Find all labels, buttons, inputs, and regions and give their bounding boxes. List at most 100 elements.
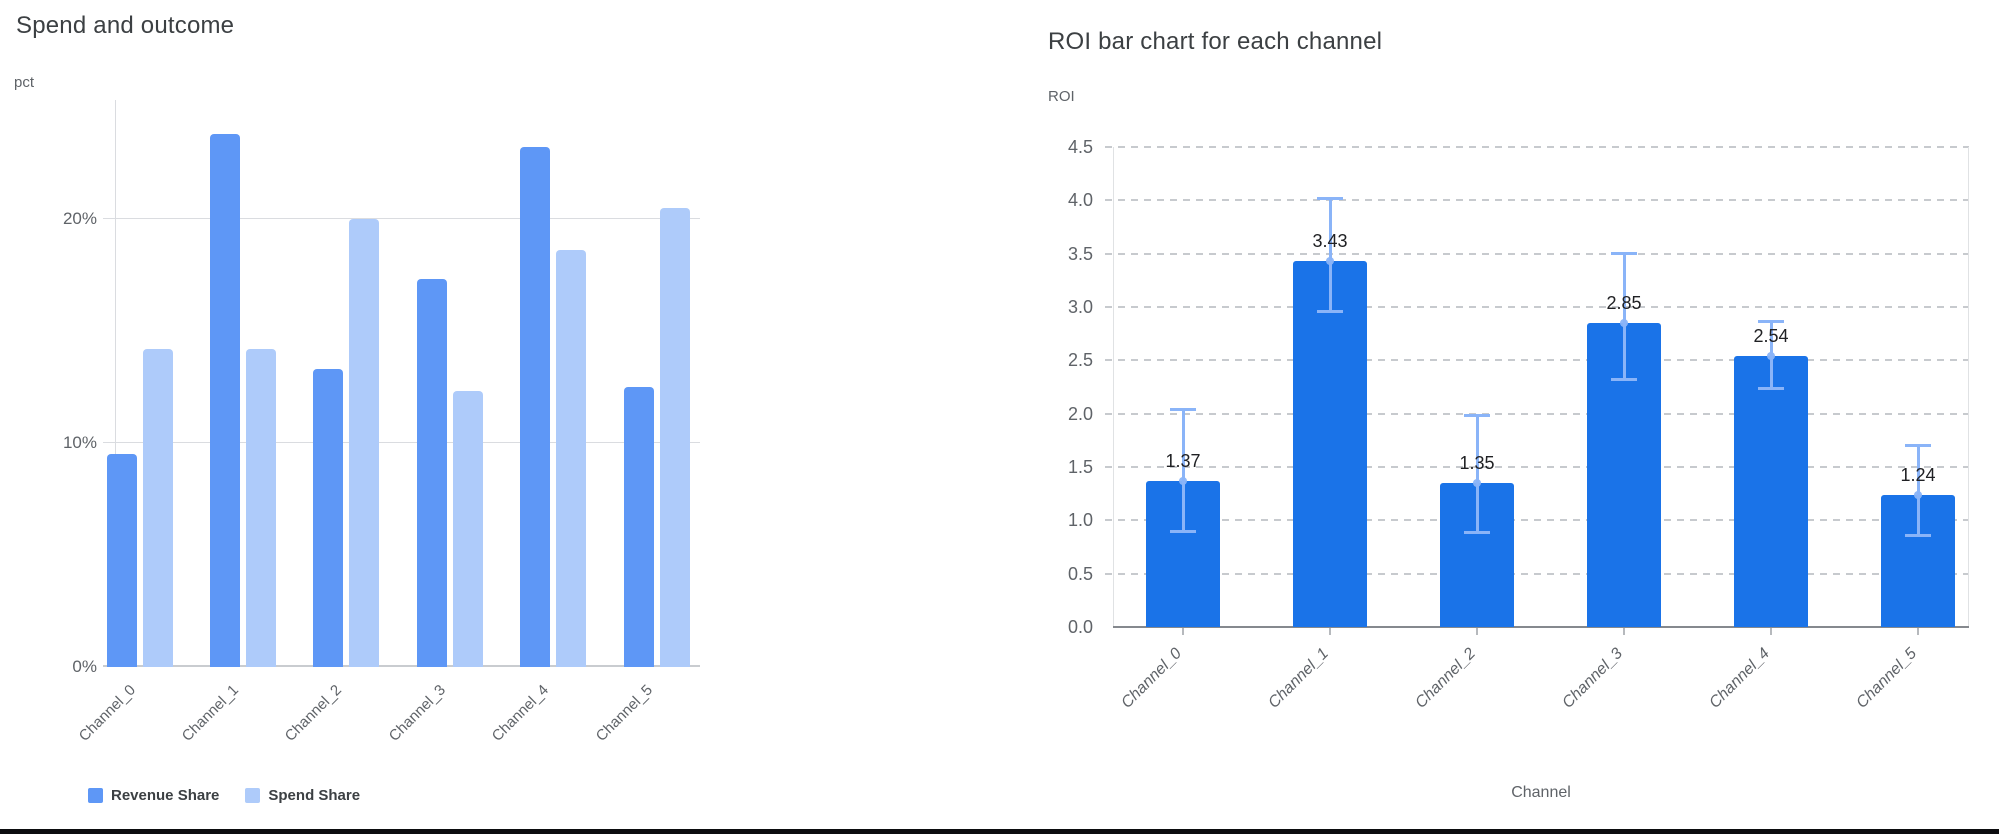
y-axis-tick-label: 3.0 xyxy=(1067,297,1093,317)
spend-share-bar xyxy=(245,348,276,667)
y-axis-tick-label: 20% xyxy=(62,208,97,228)
x-axis-tick-label: Channel_3 xyxy=(1559,645,1627,712)
right-plot-area: 0.0 0.5 1.0 1.5 2.0 2.5 3.0 3.5 4.0 4.5 1.37 Channe… xyxy=(1068,137,1969,712)
gridline-dashed xyxy=(1105,412,1969,415)
legend-item-revenue-share: Revenue Share xyxy=(88,787,219,804)
error-bar-marker xyxy=(1326,257,1334,266)
gridline-dashed xyxy=(1105,146,1969,148)
gridline-dashed xyxy=(1105,519,1969,522)
gridline xyxy=(103,442,700,444)
spend-share-bar xyxy=(556,250,587,667)
error-bar-marker xyxy=(1914,490,1922,499)
error-bar-line xyxy=(1181,409,1185,533)
x-axis-tick-label: Channel_1 xyxy=(1265,645,1333,712)
error-bar-cap-top xyxy=(1758,319,1784,323)
x-axis-tick-mark xyxy=(1917,628,1919,635)
plot-right-border xyxy=(1968,147,1969,627)
x-axis-tick-label: Channel_0 xyxy=(1118,645,1186,712)
error-bar-cap-bottom xyxy=(1611,377,1637,381)
gridline-dashed xyxy=(1105,306,1969,308)
error-bar-cap-top xyxy=(1464,413,1490,417)
error-bar-marker xyxy=(1473,479,1481,487)
gridline xyxy=(103,665,700,667)
spend-share-bar xyxy=(349,218,380,667)
legend: Revenue Share Spend Share xyxy=(88,787,360,804)
revenue-share-swatch xyxy=(88,788,103,803)
error-bar-cap-bottom xyxy=(1170,530,1196,534)
spend-share-label: Spend Share xyxy=(268,787,361,804)
x-axis-tick-label: Channel_5 xyxy=(1853,645,1921,712)
x-axis-tick-mark xyxy=(1770,628,1772,635)
spend-share-bar xyxy=(659,207,690,667)
bar-value-label: 2.85 xyxy=(1606,293,1642,313)
revenue-share-bar xyxy=(520,147,551,667)
x-axis-tick-label: Channel_4 xyxy=(1706,645,1774,712)
x-axis-tick-label: Channel_4 xyxy=(488,681,553,745)
right-y-axis-unit-label: ROI xyxy=(1048,88,1075,105)
revenue-share-bar xyxy=(623,386,654,667)
error-bar-cap-top xyxy=(1611,251,1637,255)
revenue-share-bar xyxy=(313,368,344,667)
roi-bar xyxy=(1293,261,1367,627)
x-axis-line xyxy=(1113,626,1969,628)
x-axis-tick-label: Channel_2 xyxy=(281,681,346,745)
roi-bar xyxy=(1734,356,1808,627)
revenue-share-bar xyxy=(106,454,137,667)
revenue-share-bar xyxy=(416,279,447,667)
error-bar-marker xyxy=(1767,352,1775,361)
error-bar-line xyxy=(1622,252,1626,380)
spend-share-bar xyxy=(452,391,483,667)
spend-share-bar xyxy=(142,348,173,667)
y-axis-tick-label: 0.0 xyxy=(1067,617,1093,637)
error-bar-line xyxy=(1916,444,1920,537)
left-y-axis-unit-label: pct xyxy=(14,74,35,91)
bar-value-label: 1.35 xyxy=(1459,453,1495,473)
x-axis-tick-label: Channel_0 xyxy=(75,681,139,745)
gridline xyxy=(103,218,700,220)
x-axis-tick-label: Channel_5 xyxy=(592,681,656,745)
y-axis-tick-label: 10% xyxy=(62,432,97,452)
x-axis-tick-label: Channel_3 xyxy=(385,681,449,745)
bar-value-label: 1.24 xyxy=(1900,464,1936,485)
spend-outcome-chart-title: Spend and outcome xyxy=(16,12,235,39)
error-bar-cap-top xyxy=(1317,197,1343,201)
y-axis-tick-label: 1.5 xyxy=(1067,457,1093,477)
window-bottom-border xyxy=(0,829,1999,834)
x-axis-tick-label: Channel_1 xyxy=(178,681,242,745)
y-axis-tick-label: 0% xyxy=(72,657,97,676)
y-axis-tick-label: 2.0 xyxy=(1067,403,1093,424)
y-axis-tick-label: 3.5 xyxy=(1067,243,1093,264)
y-axis-line xyxy=(115,100,116,667)
gridline-dashed xyxy=(1105,252,1969,255)
bar-value-label: 3.43 xyxy=(1312,231,1348,252)
roi-chart-title: ROI bar chart for each channel xyxy=(1048,28,1383,55)
error-bar-cap-top xyxy=(1170,408,1196,412)
y-axis-tick-label: 4.5 xyxy=(1067,137,1093,157)
error-bar-cap-bottom xyxy=(1464,531,1490,535)
error-bar-cap-bottom xyxy=(1317,310,1343,314)
error-bar-line xyxy=(1328,198,1332,313)
error-bar-cap-top xyxy=(1905,443,1931,447)
error-bar-cap-bottom xyxy=(1758,387,1784,391)
gridline-dashed xyxy=(1105,359,1969,362)
error-bar-marker xyxy=(1179,476,1187,485)
gridline-dashed xyxy=(1105,572,1969,575)
right-x-axis-title: Channel xyxy=(1511,784,1571,801)
x-axis-tick-mark xyxy=(1476,628,1478,635)
error-bar-line xyxy=(1475,414,1479,534)
legend-item-spend-share: Spend Share xyxy=(245,787,360,804)
x-axis-tick-mark xyxy=(1329,628,1331,635)
bar-value-label: 2.54 xyxy=(1753,326,1789,347)
spend-share-swatch xyxy=(245,788,261,803)
y-axis-tick-label: 2.5 xyxy=(1067,350,1093,371)
bar-value-label: 1.37 xyxy=(1165,450,1201,471)
y-axis-line xyxy=(1113,147,1114,627)
x-axis-tick-mark xyxy=(1623,628,1625,635)
gridline-dashed xyxy=(1105,199,1969,202)
x-axis-tick-mark xyxy=(1182,628,1184,635)
error-bar-marker xyxy=(1620,319,1628,327)
error-bar-cap-bottom xyxy=(1905,534,1931,538)
revenue-share-label: Revenue Share xyxy=(111,787,220,804)
y-axis-tick-label: 4.0 xyxy=(1067,190,1093,211)
